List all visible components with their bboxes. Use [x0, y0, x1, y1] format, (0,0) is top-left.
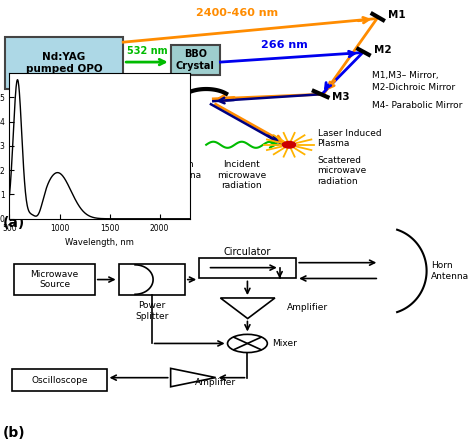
- Text: (a): (a): [2, 216, 25, 229]
- Text: M1: M1: [388, 10, 405, 20]
- Text: M4- Parabolic Mirror: M4- Parabolic Mirror: [372, 101, 463, 110]
- Text: Nd:YAG
pumped OPO: Nd:YAG pumped OPO: [26, 53, 102, 74]
- Text: BBO
Crystal: BBO Crystal: [176, 49, 215, 71]
- Text: Amplifier: Amplifier: [195, 377, 236, 387]
- Text: M4: M4: [174, 86, 192, 96]
- Text: M3: M3: [332, 92, 349, 102]
- Text: Scattered
microwave
radiation: Scattered microwave radiation: [318, 156, 367, 186]
- Text: Incident
microwave
radiation: Incident microwave radiation: [217, 160, 266, 190]
- X-axis label: Wavelength, nm: Wavelength, nm: [65, 238, 134, 247]
- Text: Oscilloscope: Oscilloscope: [31, 376, 88, 385]
- Text: M2-Dichroic Mirror: M2-Dichroic Mirror: [372, 83, 455, 92]
- Text: Circulator: Circulator: [224, 248, 271, 258]
- Polygon shape: [220, 298, 275, 319]
- FancyBboxPatch shape: [118, 264, 185, 295]
- FancyBboxPatch shape: [12, 370, 107, 391]
- Text: Horn
Antenna: Horn Antenna: [431, 261, 469, 281]
- Text: 532 nm: 532 nm: [127, 46, 167, 56]
- Text: M2: M2: [374, 45, 391, 55]
- FancyBboxPatch shape: [199, 258, 296, 278]
- Text: 266 nm: 266 nm: [261, 40, 308, 50]
- Polygon shape: [171, 368, 216, 387]
- FancyBboxPatch shape: [14, 264, 95, 295]
- Text: Horn
Antenna: Horn Antenna: [164, 160, 201, 180]
- Text: 2400-460 nm: 2400-460 nm: [196, 8, 278, 18]
- Text: Power
Splitter: Power Splitter: [135, 301, 168, 320]
- Text: (b): (b): [2, 427, 25, 440]
- Circle shape: [283, 141, 296, 148]
- Circle shape: [228, 334, 267, 353]
- Text: Microwave
Source: Microwave Source: [30, 270, 79, 289]
- Text: M1,M3– Mirror,: M1,M3– Mirror,: [372, 72, 439, 80]
- Text: Laser Induced
Plasma: Laser Induced Plasma: [318, 129, 381, 148]
- FancyBboxPatch shape: [171, 45, 220, 75]
- FancyBboxPatch shape: [5, 38, 123, 89]
- Text: Amplifier: Amplifier: [287, 303, 328, 312]
- Polygon shape: [166, 137, 181, 153]
- Text: Mixer: Mixer: [273, 339, 297, 348]
